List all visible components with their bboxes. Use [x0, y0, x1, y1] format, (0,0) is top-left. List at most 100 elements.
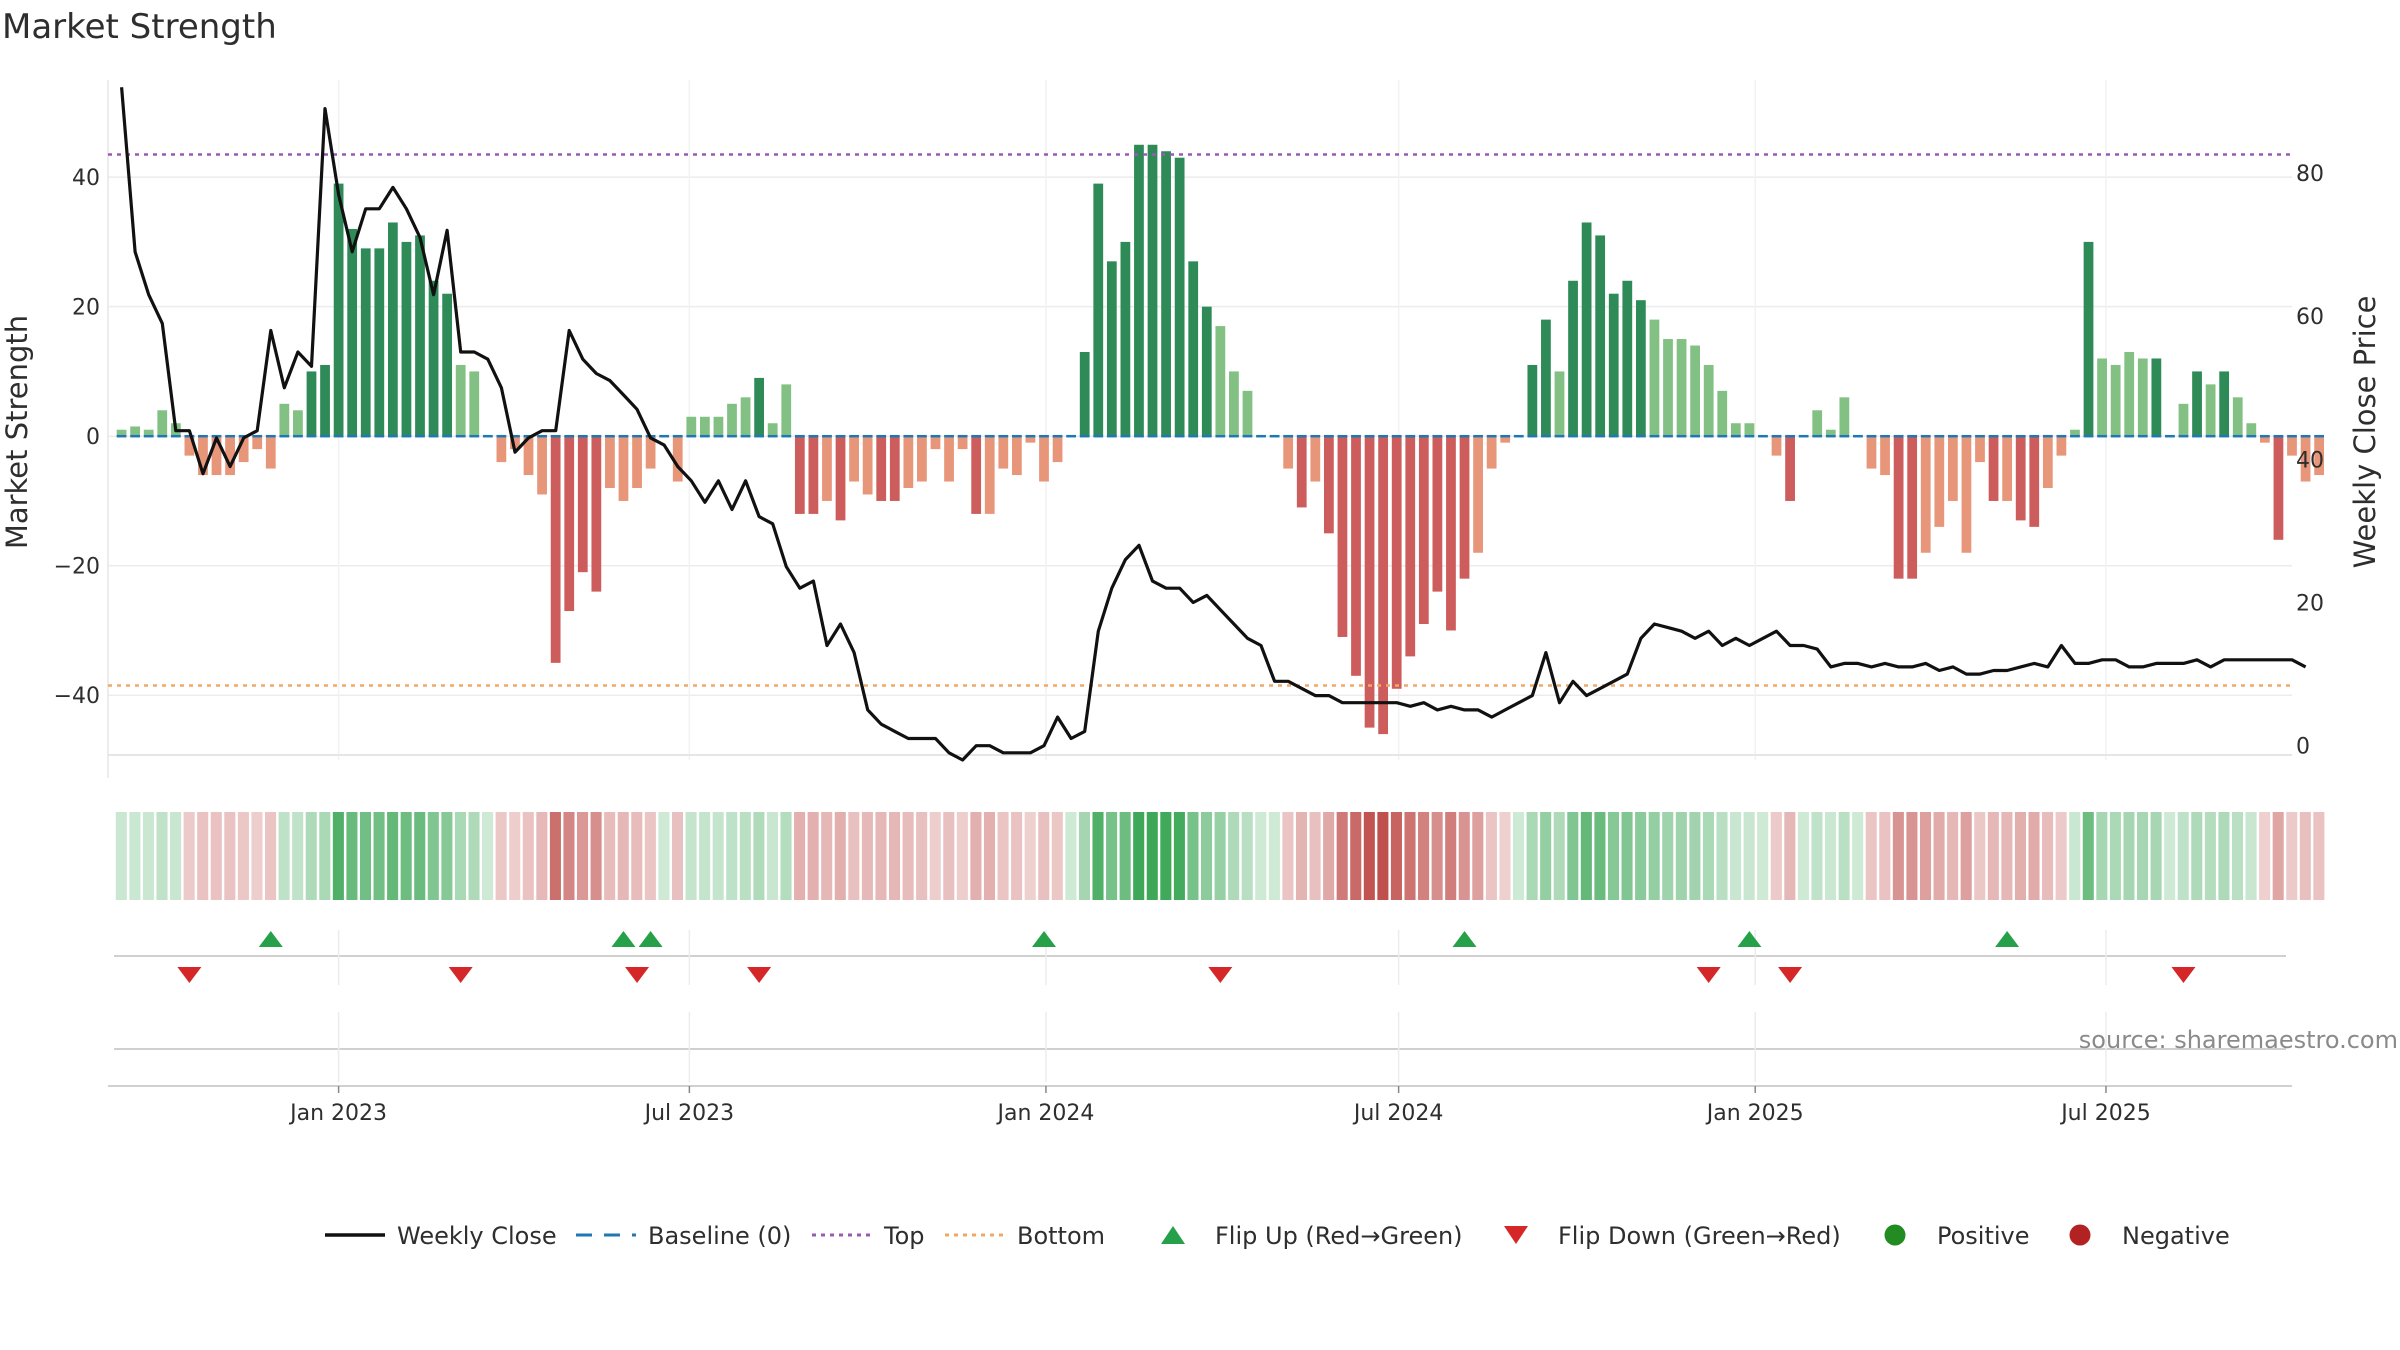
strength-cell — [1689, 812, 1701, 900]
strength-bar — [2300, 436, 2311, 482]
strength-cell — [536, 812, 548, 900]
legend-item: Top — [812, 1222, 925, 1250]
strength-cell — [617, 812, 629, 900]
legend-label: Negative — [2122, 1222, 2230, 1250]
flip-down-marker — [1208, 967, 1233, 983]
strength-bar — [455, 364, 466, 437]
weekly-close-line — [120, 87, 2307, 762]
strength-bar — [1120, 241, 1131, 437]
strength-cell — [2191, 812, 2203, 900]
strength-cell — [1702, 812, 1714, 900]
strength-bar — [1229, 371, 1239, 437]
strength-bar — [1391, 436, 1402, 689]
strength-cell — [2313, 812, 2325, 900]
strength-bar — [2273, 436, 2284, 540]
legend-item: Negative — [2069, 1222, 2230, 1250]
strength-bar — [198, 436, 208, 476]
strength-cell — [2286, 812, 2298, 900]
strength-cell — [1445, 812, 1457, 900]
strength-bar — [577, 436, 588, 573]
legend-label: Baseline (0) — [648, 1222, 791, 1250]
strength-bar — [537, 436, 547, 495]
strength-cell — [1716, 812, 1728, 900]
strength-cell — [2231, 812, 2244, 900]
strength-cell — [1228, 812, 1240, 900]
strength-cell — [699, 812, 711, 900]
strength-bar — [1323, 436, 1334, 534]
legend-item: Positive — [1884, 1222, 2030, 1250]
flip-up-marker — [1032, 931, 1056, 947]
strength-cell — [970, 812, 982, 900]
strength-bar — [835, 436, 846, 521]
strength-cell — [2096, 812, 2108, 900]
strength-bar — [2287, 436, 2297, 456]
flip-up-marker — [638, 931, 663, 947]
strength-cell — [1051, 812, 1063, 900]
strength-bar — [2056, 436, 2067, 456]
strength-cell — [278, 812, 290, 900]
strength-cell — [1730, 812, 1742, 900]
strength-cell — [1757, 812, 1769, 900]
strength-bar — [1486, 436, 1497, 469]
strength-cell — [2272, 812, 2284, 900]
strength-cell — [115, 812, 127, 900]
strength-bar — [184, 436, 195, 456]
left-tick-label: 20 — [72, 296, 100, 321]
strength-bar — [442, 293, 453, 437]
strength-cell — [1295, 812, 1308, 900]
flip-down-marker — [177, 967, 202, 983]
strength-bar — [1947, 436, 1958, 501]
strength-cell — [1390, 812, 1402, 900]
strength-bar — [2083, 241, 2094, 437]
left-tick-label: 40 — [72, 166, 100, 191]
strength-bar — [1378, 436, 1389, 735]
strength-cell — [2028, 812, 2040, 900]
strength-cell — [346, 812, 358, 900]
strength-cell — [1377, 812, 1389, 900]
x-tick-label: Jan 2023 — [288, 1101, 387, 1126]
strength-bar — [347, 228, 358, 437]
legend-circle — [2069, 1224, 2091, 1246]
strength-bar — [876, 436, 887, 501]
strength-cell — [1960, 812, 1972, 900]
strength-bar — [672, 436, 683, 482]
strength-cell — [1811, 812, 1823, 900]
strength-bar — [1025, 436, 1036, 443]
strength-cell — [1540, 812, 1552, 900]
strength-bar — [1283, 436, 1294, 469]
strength-cell — [1987, 812, 1999, 900]
strength-cell — [1838, 812, 1850, 900]
strength-cell — [739, 812, 751, 900]
strength-cell — [2069, 812, 2081, 900]
flip-down-marker — [2171, 967, 2196, 983]
strength-bar — [1473, 436, 1483, 553]
strength-cell — [1323, 812, 1335, 900]
strength-bar — [971, 436, 982, 514]
strength-cell — [2164, 812, 2176, 900]
strength-cell — [1282, 812, 1294, 900]
flip-down-marker — [1696, 967, 1721, 983]
strength-bar — [157, 410, 168, 437]
strength-bar — [794, 436, 805, 514]
strength-cell — [441, 812, 453, 900]
strength-cell — [807, 812, 819, 900]
strength-bar — [1106, 261, 1117, 437]
strength-cell — [265, 812, 277, 900]
strength-bar — [1866, 436, 1877, 469]
strength-bar — [930, 436, 941, 450]
strength-cell — [1024, 812, 1036, 900]
strength-cell — [590, 812, 602, 900]
strength-bar — [1541, 319, 1551, 437]
legend-item: Flip Up (Red→Green) — [1161, 1222, 1463, 1250]
x-tick-label: Jul 2024 — [1352, 1101, 1444, 1126]
strength-cell — [2014, 812, 2026, 900]
strength-cell — [848, 812, 860, 900]
strength-cell — [359, 812, 372, 900]
strength-cell — [1919, 812, 1932, 900]
strength-cell — [373, 812, 385, 900]
strength-bar — [550, 436, 561, 663]
strength-bar — [2042, 436, 2053, 488]
strength-cell — [1770, 812, 1782, 900]
legend-label: Weekly Close — [397, 1222, 557, 1250]
